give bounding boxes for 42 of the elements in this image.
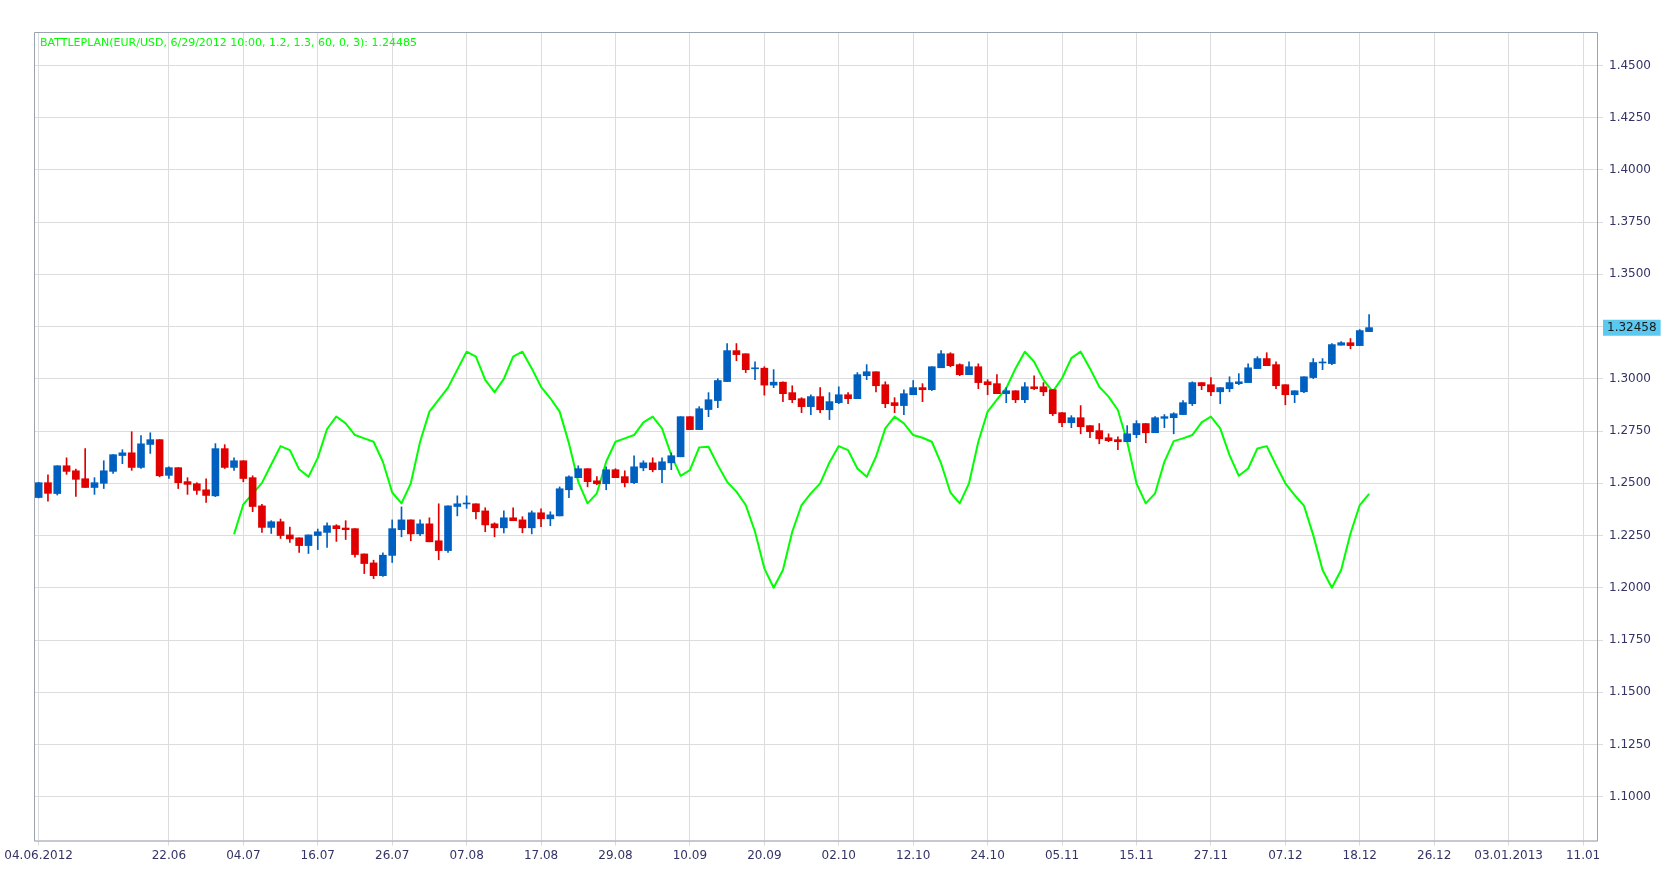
x-tick-label: 16.07	[300, 847, 335, 862]
x-tick-label: 26.12	[1417, 847, 1452, 862]
candlestick	[1002, 387, 1011, 403]
x-tick-label: 07.12	[1268, 847, 1303, 862]
x-tick-label: 11.01	[1565, 847, 1601, 862]
text: BATTLEPLAN(EUR/USD, 6/29/2012 10:00, 1.2, 1.3, 60, 0, 3): 1.24485	[40, 36, 417, 50]
x-tick-label: 26.07	[375, 847, 410, 862]
x-tick-label: 22.06	[151, 847, 187, 862]
x-tick-label: 20.09	[747, 847, 782, 862]
x-tick-label: 07.08	[449, 847, 484, 862]
x-tick-label: 04.06.2012	[4, 847, 74, 862]
x-tick-label: 04.07	[226, 847, 261, 862]
candlestick	[751, 361, 759, 381]
candlestick	[1114, 436, 1122, 450]
x-tick-label: 03.01.2013	[1474, 847, 1543, 862]
y-tick-label: 1.2000	[1609, 579, 1652, 594]
y-tick-label: 1.1000	[1609, 788, 1652, 803]
y-tick-label: 1.2750	[1609, 423, 1652, 438]
candlestick	[1030, 375, 1038, 391]
x-tick-label: 02.10	[821, 847, 856, 862]
text: 1.32458	[1607, 319, 1657, 334]
x-tick-label: 15.11	[1119, 847, 1154, 862]
candlestick	[434, 503, 443, 561]
x-tick-label: 10.09	[672, 847, 708, 862]
x-tick-label: 29.08	[598, 847, 633, 862]
x-tick-label: 27.11	[1193, 847, 1229, 862]
x-tick-label: 18.12	[1342, 847, 1377, 862]
y-tick-label: 1.2250	[1609, 527, 1652, 542]
x-tick-label: 24.10	[970, 847, 1005, 862]
y-tick-label: 1.3000	[1609, 370, 1652, 385]
y-tick-label: 1.3500	[1609, 266, 1652, 281]
y-tick-label: 1.1500	[1609, 684, 1652, 699]
y-tick-label: 1.4000	[1609, 162, 1652, 177]
x-tick-label: 17.08	[523, 847, 559, 862]
x-tick-label: 05.11	[1044, 847, 1080, 862]
x-tick-label: 12.10	[896, 847, 931, 862]
y-tick-label: 1.4500	[1609, 57, 1652, 72]
y-tick-label: 1.3750	[1609, 214, 1652, 229]
y-tick-label: 1.1750	[1609, 632, 1652, 647]
y-tick-label: 1.2500	[1609, 475, 1652, 490]
y-tick-label: 1.1250	[1609, 736, 1652, 751]
y-tick-label: 1.4250	[1609, 109, 1652, 124]
